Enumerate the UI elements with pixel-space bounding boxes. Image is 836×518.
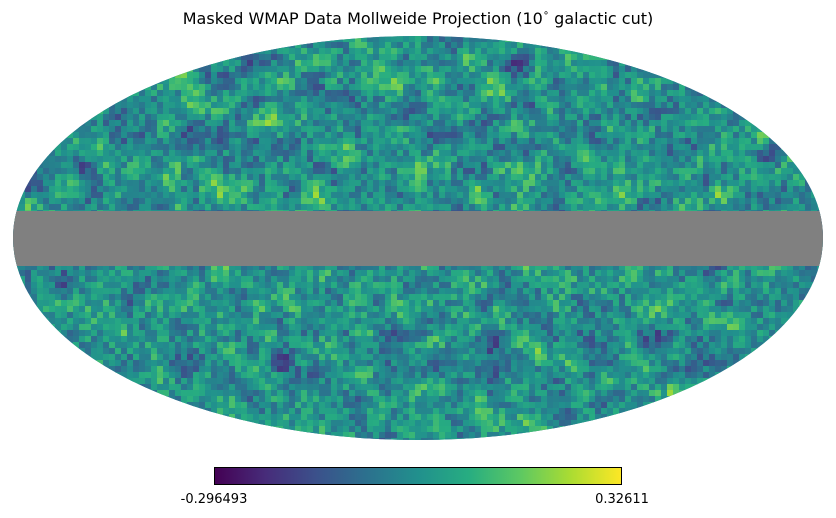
chart-title: Masked WMAP Data Mollweide Projection (1… xyxy=(182,7,654,28)
sky-map xyxy=(13,36,823,440)
colorbar-min-label: -0.296493 xyxy=(180,492,248,507)
galactic-mask-band xyxy=(13,211,823,266)
title-degree-sign: ∘ xyxy=(542,7,550,19)
colorbar-max-label: 0.32611 xyxy=(595,492,649,507)
colorbar xyxy=(214,467,622,485)
